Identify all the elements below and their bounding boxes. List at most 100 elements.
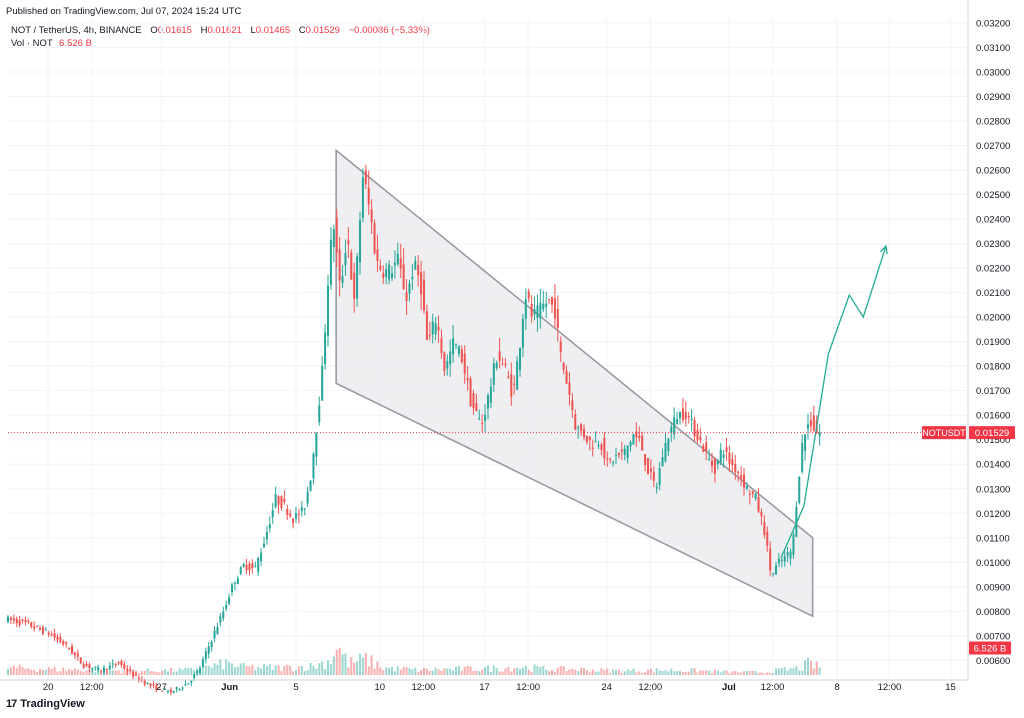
volume-bar xyxy=(402,667,405,675)
volume-bar xyxy=(428,671,431,675)
volume-bar xyxy=(111,670,114,675)
volume-bar xyxy=(388,667,391,675)
volume-bar xyxy=(294,670,298,675)
candle-body xyxy=(580,424,583,432)
price-tick-label: 0.02100 xyxy=(976,288,1010,299)
volume-bar xyxy=(242,662,245,675)
volume-bar xyxy=(542,665,545,675)
volume-bar xyxy=(527,669,530,675)
volume-bar xyxy=(652,672,655,675)
candle-body xyxy=(376,249,379,262)
candle-body xyxy=(678,412,682,419)
candle-body xyxy=(655,487,658,489)
tradingview-logo[interactable]: 17 TradingView xyxy=(6,698,85,710)
time-tick-label: 20 xyxy=(43,682,54,693)
volume-bar xyxy=(190,667,193,675)
candle-body xyxy=(533,308,536,315)
volume-bar xyxy=(742,671,746,675)
volume-bar xyxy=(635,672,638,675)
volume-bar xyxy=(201,670,204,675)
candle-body xyxy=(91,667,94,669)
candle-body xyxy=(420,272,423,295)
volume-bar xyxy=(545,669,548,675)
time-tick-label: 12:00 xyxy=(516,682,540,693)
volume-bars xyxy=(6,647,821,675)
volume-bar xyxy=(472,670,475,675)
volume-bar xyxy=(274,665,277,675)
candle-body xyxy=(737,471,740,474)
volume-bar xyxy=(518,668,522,675)
candle-body xyxy=(582,429,586,438)
volume-bar xyxy=(757,672,760,675)
volume-bar xyxy=(187,668,190,675)
candle-body xyxy=(390,273,394,279)
candle-body xyxy=(481,422,484,424)
candle-body xyxy=(38,628,42,630)
candle-body xyxy=(449,351,452,365)
symbol-label[interactable]: NOT / TetherUS, 4h, BINANCE xyxy=(11,25,142,36)
volume-value: 6.526 B xyxy=(59,38,92,49)
candle-body xyxy=(350,252,353,280)
volume-label[interactable]: Vol · NOT xyxy=(11,38,53,49)
volume-bar xyxy=(481,669,484,675)
candle-body xyxy=(184,684,187,686)
volume-bar xyxy=(489,671,492,675)
candle-body xyxy=(178,688,181,690)
candle-body xyxy=(332,229,335,248)
candle-body xyxy=(166,690,170,692)
open-value: 0.01615 xyxy=(157,25,192,36)
candle-body xyxy=(193,674,196,678)
candle-body xyxy=(47,632,50,635)
candle-body xyxy=(635,431,638,438)
volume-bar xyxy=(737,672,740,675)
volume-bar xyxy=(617,669,620,675)
volume-bar xyxy=(230,663,234,675)
volume-bar xyxy=(510,671,513,675)
candle-body xyxy=(102,667,106,673)
volume-bar xyxy=(181,669,184,675)
volume-bar xyxy=(521,667,524,675)
volume-bar xyxy=(644,672,647,675)
candle-body xyxy=(550,296,554,305)
volume-bar xyxy=(431,670,434,675)
volume-bar xyxy=(68,669,71,675)
candle-body xyxy=(341,276,344,283)
candle-body xyxy=(553,298,556,319)
candle-body xyxy=(108,665,111,670)
candle-body xyxy=(254,565,257,567)
projection-arrowhead xyxy=(879,244,888,255)
volume-bar xyxy=(47,667,50,675)
price-tick-label: 0.01800 xyxy=(976,362,1010,373)
candle-body xyxy=(606,458,609,460)
candle-body xyxy=(428,335,431,337)
volume-bar xyxy=(286,664,289,675)
time-tick-label: 12:00 xyxy=(80,682,104,693)
candle-body xyxy=(303,508,306,510)
volume-bar xyxy=(129,670,132,675)
candle-body xyxy=(780,559,783,562)
candle-body xyxy=(251,563,254,569)
time-tick-label: Jul xyxy=(722,682,736,693)
volume-bar xyxy=(370,655,373,675)
candle-body xyxy=(757,497,760,512)
volume-bar xyxy=(268,664,271,675)
volume-badge xyxy=(969,641,1011,655)
volume-bar xyxy=(754,670,757,675)
candle-body xyxy=(684,412,687,420)
low-label: L xyxy=(250,25,256,36)
volume-bar xyxy=(597,671,600,675)
candle-body xyxy=(53,633,56,638)
candle-body xyxy=(431,321,434,335)
price-tick-label: 0.02700 xyxy=(976,141,1010,152)
candle-body xyxy=(649,468,652,472)
candle-body xyxy=(673,417,676,435)
volume-bar xyxy=(769,673,772,675)
candle-body xyxy=(265,532,268,540)
volume-bar xyxy=(292,671,295,675)
candle-body xyxy=(740,474,743,479)
candle-body xyxy=(548,299,551,301)
volume-bar xyxy=(309,662,312,675)
volume-bar xyxy=(550,670,554,675)
time-tick-label: 5 xyxy=(293,682,298,693)
